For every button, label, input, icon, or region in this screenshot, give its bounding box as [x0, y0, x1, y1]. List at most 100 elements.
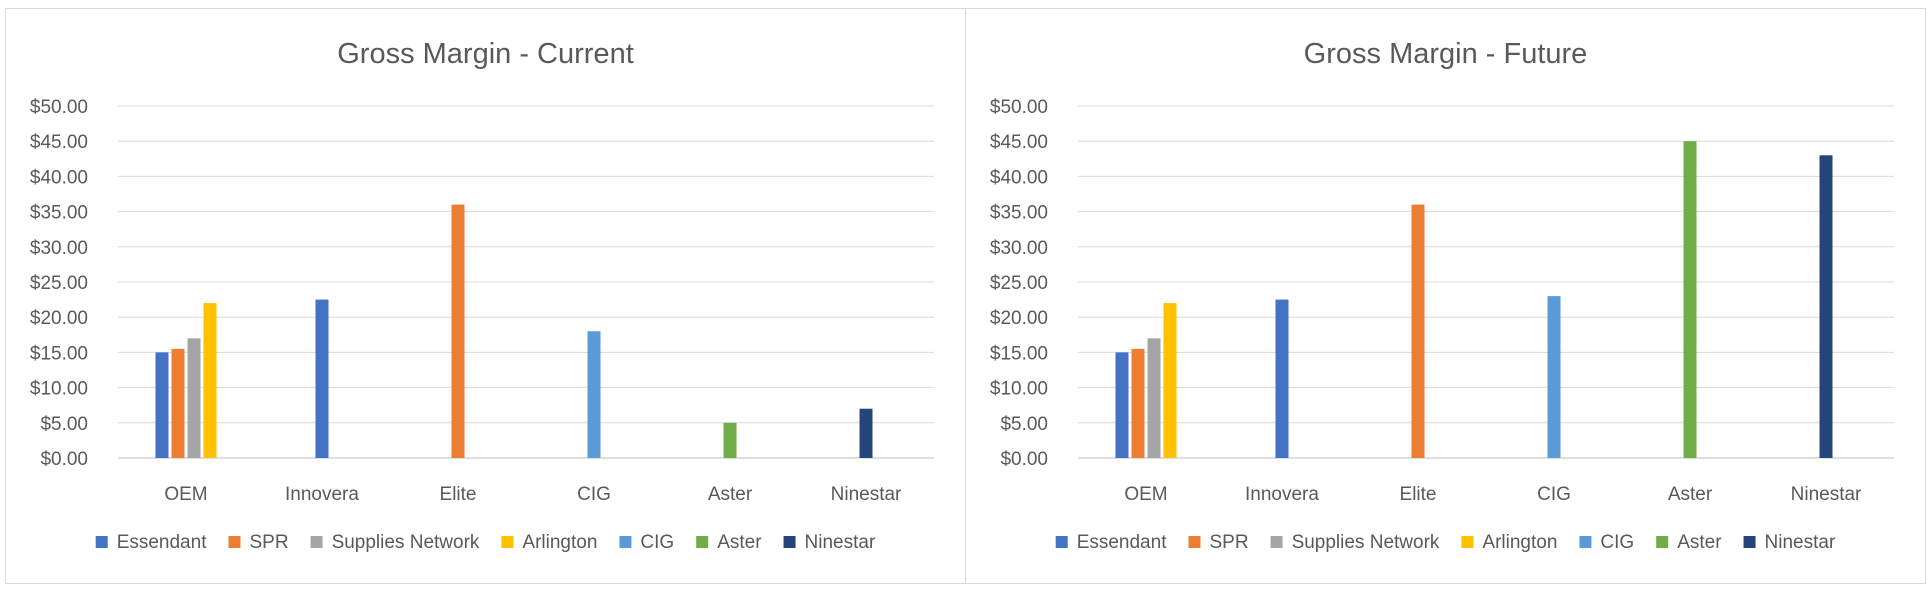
- x-category-label: Innovera: [1245, 484, 1319, 505]
- bar-ninestar-ninestar: [859, 408, 873, 458]
- x-category-label: Aster: [1668, 484, 1713, 505]
- legend-label: Aster: [1677, 532, 1722, 553]
- y-tick-label: $30.00: [990, 238, 1048, 259]
- legend-swatch: [310, 536, 323, 548]
- bar-aster-aster: [1683, 141, 1697, 458]
- gross-margin-future-chart: Gross Margin - Future $0.00 $5.00 $10.00 $15…: [990, 38, 1894, 553]
- legend-item-aster: Aster: [1656, 532, 1722, 553]
- legend-item-arlington: Arlington: [1461, 532, 1557, 553]
- legend-swatch: [1461, 536, 1474, 548]
- x-category-label: Elite: [440, 484, 477, 505]
- y-tick-label: $20.00: [990, 308, 1048, 329]
- legend-label: Essendant: [117, 532, 208, 553]
- y-tick-label: $10.00: [30, 379, 88, 400]
- x-category-label: Ninestar: [831, 484, 902, 505]
- legend-item-cig: CIG: [619, 532, 674, 553]
- bar-aster-aster: [723, 422, 737, 458]
- legend-item-essendant: Essendant: [1055, 532, 1168, 553]
- x-category-label: CIG: [1537, 484, 1571, 505]
- bar-spr-elite: [451, 204, 465, 458]
- y-tick-label: $20.00: [30, 308, 88, 329]
- bar-arlington-oem: [203, 303, 217, 458]
- legend-item-essendant: Essendant: [95, 532, 208, 553]
- legend-swatch: [1055, 536, 1068, 548]
- legend-label: Essendant: [1077, 532, 1168, 553]
- legend-label: SPR: [1209, 532, 1248, 553]
- legend-label: Supplies Network: [332, 532, 480, 553]
- legend-label: CIG: [640, 532, 674, 553]
- legend-label: Supplies Network: [1292, 532, 1440, 553]
- legend-item-spr: SPR: [228, 532, 289, 553]
- legend-swatch: [1656, 536, 1669, 548]
- legend-swatch: [1579, 536, 1592, 548]
- bar-essendant-oem: [155, 352, 169, 458]
- gross-margin-current-chart: Gross Margin - Current $0.00 $5.00 $10.00 $1…: [30, 38, 934, 553]
- legend-item-ninestar: Ninestar: [1743, 532, 1836, 553]
- legend-label: Ninestar: [1765, 532, 1836, 553]
- legend-swatch: [95, 536, 108, 548]
- legend-swatch: [1743, 536, 1756, 548]
- y-tick-label: $5.00: [1000, 414, 1048, 435]
- bar-supplies-network-oem: [1147, 338, 1161, 458]
- legend-item-ninestar: Ninestar: [783, 532, 876, 553]
- bar-essendant-innovera: [1275, 299, 1289, 458]
- bar-essendant-innovera: [315, 299, 329, 458]
- legend-label: Ninestar: [805, 532, 876, 553]
- legend-swatch: [619, 536, 632, 548]
- legend-item-aster: Aster: [696, 532, 762, 553]
- legend-item-spr: SPR: [1188, 532, 1249, 553]
- x-category-label: OEM: [164, 484, 207, 505]
- y-tick-label: $15.00: [30, 343, 88, 364]
- x-category-label: CIG: [577, 484, 611, 505]
- y-tick-label: $5.00: [40, 414, 88, 435]
- y-tick-label: $45.00: [30, 132, 88, 153]
- y-tick-label: $0.00: [1000, 449, 1048, 470]
- y-tick-label: $0.00: [40, 449, 88, 470]
- y-tick-label: $25.00: [30, 273, 88, 294]
- bar-cig-cig: [1547, 296, 1561, 458]
- legend-label: CIG: [1600, 532, 1634, 553]
- legend: Essendant SPR Supplies Network Arlington CIG…: [95, 532, 876, 553]
- bar-arlington-oem: [1163, 303, 1177, 458]
- legend: Essendant SPR Supplies Network Arlington CIG…: [1055, 532, 1836, 553]
- y-tick-label: $50.00: [30, 97, 88, 118]
- legend-item-arlington: Arlington: [501, 532, 597, 553]
- legend-item-supplies-network: Supplies Network: [310, 532, 480, 553]
- chart-title: Gross Margin - Future: [1304, 38, 1588, 70]
- bar-spr-oem: [1131, 348, 1145, 458]
- bar-supplies-network-oem: [187, 338, 201, 458]
- y-tick-label: $15.00: [990, 343, 1048, 364]
- legend-item-supplies-network: Supplies Network: [1270, 532, 1440, 553]
- x-category-label: Innovera: [285, 484, 359, 505]
- y-tick-label: $45.00: [990, 132, 1048, 153]
- y-tick-label: $35.00: [30, 203, 88, 224]
- legend-swatch: [696, 536, 709, 548]
- x-category-label: Ninestar: [1791, 484, 1862, 505]
- chart-panel-future: Gross Margin - Future $0.00 $5.00 $10.00 $15…: [965, 8, 1926, 584]
- y-tick-label: $50.00: [990, 97, 1048, 118]
- y-tick-label: $30.00: [30, 238, 88, 259]
- legend-label: Arlington: [522, 532, 597, 553]
- legend-swatch: [1270, 536, 1283, 548]
- x-category-label: Aster: [708, 484, 753, 505]
- y-tick-label: $40.00: [990, 167, 1048, 188]
- legend-swatch: [783, 536, 796, 548]
- legend-item-cig: CIG: [1579, 532, 1634, 553]
- legend-swatch: [501, 536, 514, 548]
- bar-ninestar-ninestar: [1819, 155, 1833, 458]
- y-tick-label: $40.00: [30, 167, 88, 188]
- bar-essendant-oem: [1115, 352, 1129, 458]
- legend-swatch: [228, 536, 241, 548]
- legend-label: SPR: [249, 532, 288, 553]
- x-category-label: Elite: [1400, 484, 1437, 505]
- y-tick-label: $35.00: [990, 203, 1048, 224]
- legend-label: Aster: [717, 532, 762, 553]
- y-tick-label: $25.00: [990, 273, 1048, 294]
- legend-swatch: [1188, 536, 1201, 548]
- x-category-label: OEM: [1124, 484, 1167, 505]
- chart-title: Gross Margin - Current: [337, 38, 634, 70]
- legend-label: Arlington: [1482, 532, 1557, 553]
- bar-spr-oem: [171, 348, 185, 458]
- chart-panel-current: Gross Margin - Current $0.00 $5.00 $10.00 $1…: [5, 8, 966, 584]
- bar-cig-cig: [587, 331, 601, 458]
